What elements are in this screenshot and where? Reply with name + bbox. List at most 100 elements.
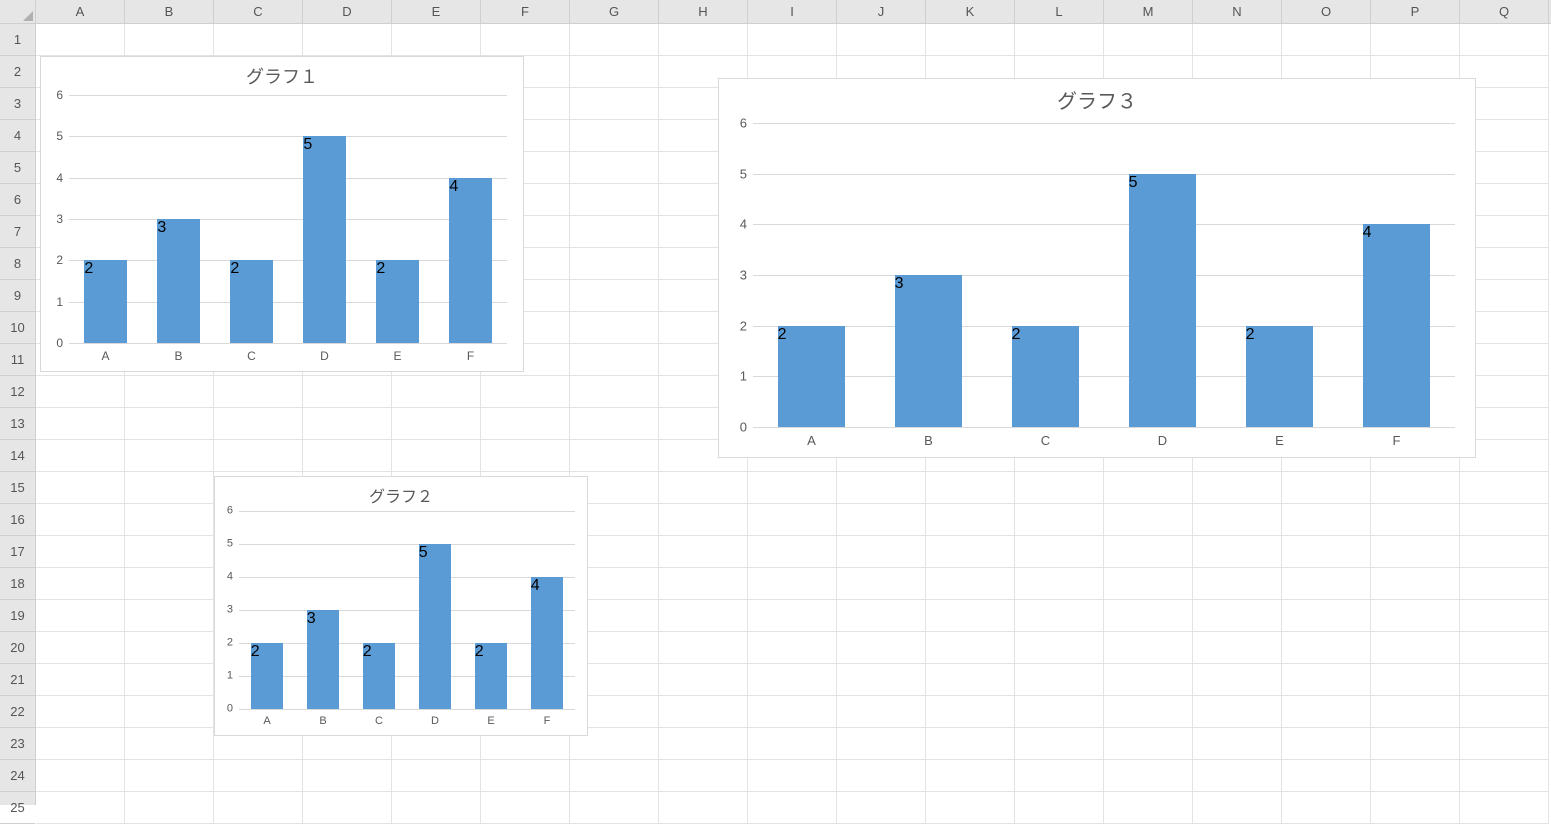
cell[interactable] bbox=[748, 760, 837, 792]
cell[interactable] bbox=[1460, 24, 1549, 56]
cell[interactable] bbox=[1371, 696, 1460, 728]
cell[interactable] bbox=[125, 408, 214, 440]
cell[interactable] bbox=[570, 120, 659, 152]
bar[interactable]: 3 bbox=[307, 610, 339, 709]
bar[interactable]: 2 bbox=[84, 260, 126, 343]
cell[interactable] bbox=[1460, 792, 1549, 824]
cell[interactable] bbox=[748, 472, 837, 504]
cell[interactable] bbox=[659, 504, 748, 536]
cell[interactable] bbox=[1193, 792, 1282, 824]
cell[interactable] bbox=[1104, 792, 1193, 824]
cell[interactable] bbox=[570, 24, 659, 56]
cell[interactable] bbox=[926, 792, 1015, 824]
bar[interactable]: 2 bbox=[778, 326, 846, 427]
cell[interactable] bbox=[926, 504, 1015, 536]
cell[interactable] bbox=[659, 568, 748, 600]
cell[interactable] bbox=[837, 728, 926, 760]
cell[interactable] bbox=[659, 632, 748, 664]
cell[interactable] bbox=[570, 312, 659, 344]
cell[interactable] bbox=[748, 568, 837, 600]
cell[interactable] bbox=[1460, 696, 1549, 728]
row-header[interactable]: 23 bbox=[0, 728, 35, 760]
cell[interactable] bbox=[125, 504, 214, 536]
cell[interactable] bbox=[1460, 632, 1549, 664]
cell[interactable] bbox=[1460, 664, 1549, 696]
cell[interactable] bbox=[659, 536, 748, 568]
row-header[interactable]: 8 bbox=[0, 248, 35, 280]
cell[interactable] bbox=[303, 440, 392, 472]
cell[interactable] bbox=[659, 472, 748, 504]
cell[interactable] bbox=[1371, 472, 1460, 504]
cell[interactable] bbox=[1282, 760, 1371, 792]
cell[interactable] bbox=[1371, 632, 1460, 664]
cell[interactable] bbox=[125, 472, 214, 504]
column-header[interactable]: E bbox=[392, 0, 481, 24]
cell[interactable] bbox=[1282, 696, 1371, 728]
cell[interactable] bbox=[36, 568, 125, 600]
cell[interactable] bbox=[303, 408, 392, 440]
bar[interactable]: 2 bbox=[363, 643, 395, 709]
bar[interactable]: 3 bbox=[157, 219, 199, 343]
cell[interactable] bbox=[837, 600, 926, 632]
row-header[interactable]: 21 bbox=[0, 664, 35, 696]
cell[interactable] bbox=[1193, 600, 1282, 632]
column-header[interactable]: F bbox=[481, 0, 570, 24]
cell[interactable] bbox=[1015, 600, 1104, 632]
cell[interactable] bbox=[926, 696, 1015, 728]
cell[interactable] bbox=[659, 792, 748, 824]
cell[interactable] bbox=[125, 632, 214, 664]
worksheet[interactable]: ABCDEFGHIJKLMNOPQ 1234567891011121314151… bbox=[0, 0, 1551, 805]
cell[interactable] bbox=[303, 24, 392, 56]
cell[interactable] bbox=[1015, 664, 1104, 696]
cell[interactable] bbox=[1104, 728, 1193, 760]
row-header[interactable]: 18 bbox=[0, 568, 35, 600]
cell[interactable] bbox=[926, 568, 1015, 600]
cell[interactable] bbox=[481, 440, 570, 472]
cell[interactable] bbox=[125, 568, 214, 600]
cell[interactable] bbox=[837, 24, 926, 56]
cell[interactable] bbox=[1282, 600, 1371, 632]
bar[interactable]: 2 bbox=[1246, 326, 1314, 427]
cell[interactable] bbox=[392, 440, 481, 472]
cell[interactable] bbox=[125, 664, 214, 696]
cell[interactable] bbox=[748, 728, 837, 760]
cell[interactable] bbox=[1193, 24, 1282, 56]
cell[interactable] bbox=[837, 792, 926, 824]
cell[interactable] bbox=[1193, 632, 1282, 664]
cell[interactable] bbox=[125, 696, 214, 728]
cell[interactable] bbox=[125, 600, 214, 632]
cell[interactable] bbox=[392, 760, 481, 792]
cell[interactable] bbox=[1193, 664, 1282, 696]
cell[interactable] bbox=[659, 24, 748, 56]
cell[interactable] bbox=[659, 760, 748, 792]
cell[interactable] bbox=[659, 600, 748, 632]
cell[interactable] bbox=[1104, 24, 1193, 56]
bar[interactable]: 3 bbox=[895, 275, 963, 427]
cell[interactable] bbox=[1015, 728, 1104, 760]
cell[interactable] bbox=[926, 632, 1015, 664]
cell[interactable] bbox=[926, 24, 1015, 56]
row-header[interactable]: 6 bbox=[0, 184, 35, 216]
cell[interactable] bbox=[570, 760, 659, 792]
cell[interactable] bbox=[1015, 568, 1104, 600]
cell[interactable] bbox=[1104, 632, 1193, 664]
cell[interactable] bbox=[926, 728, 1015, 760]
cell[interactable] bbox=[36, 632, 125, 664]
cell[interactable] bbox=[837, 472, 926, 504]
cell[interactable] bbox=[837, 536, 926, 568]
cell[interactable] bbox=[1104, 504, 1193, 536]
bar[interactable]: 2 bbox=[1012, 326, 1080, 427]
cell[interactable] bbox=[1460, 600, 1549, 632]
column-header[interactable]: P bbox=[1371, 0, 1460, 24]
cell[interactable] bbox=[748, 536, 837, 568]
cell[interactable] bbox=[926, 600, 1015, 632]
bar[interactable]: 4 bbox=[1363, 224, 1431, 427]
cell[interactable] bbox=[1460, 728, 1549, 760]
cell[interactable] bbox=[125, 440, 214, 472]
cell[interactable] bbox=[1371, 504, 1460, 536]
row-header[interactable]: 15 bbox=[0, 472, 35, 504]
cell[interactable] bbox=[1104, 696, 1193, 728]
cell[interactable] bbox=[1282, 728, 1371, 760]
row-header[interactable]: 11 bbox=[0, 344, 35, 376]
cell[interactable] bbox=[1193, 760, 1282, 792]
